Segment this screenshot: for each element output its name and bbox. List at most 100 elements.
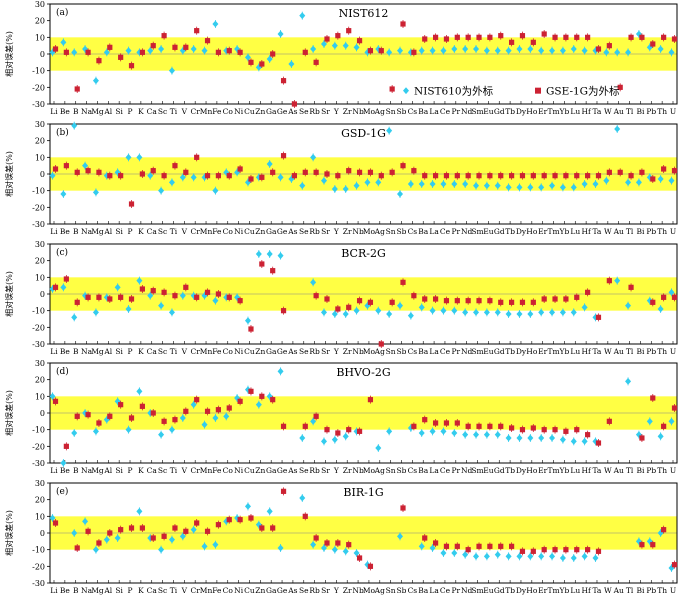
gse-point: [63, 49, 69, 55]
nist610-point: [201, 47, 208, 55]
gse-point: [443, 543, 450, 549]
y-axis-label: 相对误差(%): [4, 510, 14, 556]
gse-point: [215, 49, 221, 55]
element-label: Ni: [234, 586, 244, 595]
element-label: Ag: [374, 107, 385, 116]
nist610-point: [473, 45, 480, 53]
gse-point: [487, 173, 493, 179]
gse-point: [650, 299, 656, 305]
nist610-point: [92, 546, 99, 554]
nist610-point: [386, 427, 393, 435]
gse-point: [650, 41, 656, 47]
nist610-point: [353, 43, 360, 51]
gse-point: [280, 153, 287, 159]
element-label: Mn: [200, 466, 213, 475]
element-label: Au: [613, 466, 624, 475]
element-label: Rb: [309, 107, 320, 116]
nist610-point: [60, 38, 67, 46]
element-label: Nb: [352, 107, 364, 116]
nist610-point: [451, 180, 458, 188]
gse-point: [118, 527, 124, 533]
gse-point: [671, 36, 678, 42]
nist610-point: [103, 536, 110, 544]
gse-point: [541, 173, 547, 179]
element-label: W: [604, 227, 612, 236]
element-label: Eu: [483, 586, 493, 595]
y-axis-label: 相对误差(%): [4, 31, 14, 77]
element-label: Zn: [255, 347, 265, 356]
nist610-point: [212, 541, 219, 549]
gse-point: [52, 520, 59, 526]
nist610-point: [190, 401, 197, 409]
nist610-point: [168, 67, 175, 75]
nist610-point: [657, 432, 664, 440]
plot-frame: [49, 3, 678, 105]
element-label: Ti: [170, 466, 178, 475]
nist610-point: [342, 185, 349, 193]
gse-point: [639, 435, 645, 441]
y-tick-label: 30: [35, 0, 45, 9]
nist610-point: [168, 308, 175, 316]
element-label: Se: [299, 586, 309, 595]
gse-point: [574, 547, 580, 553]
element-label: Pr: [451, 107, 460, 116]
nist610-point: [125, 47, 132, 55]
gse-point: [574, 34, 580, 40]
gse-point: [356, 169, 363, 175]
legend-nist610-label: NIST610为外标: [414, 86, 494, 98]
gse-point: [172, 44, 178, 50]
element-label: Sr: [321, 227, 330, 236]
gse-point: [139, 49, 145, 55]
gse-point: [476, 543, 482, 549]
element-label: Sn: [386, 227, 396, 236]
nist610-point: [277, 367, 284, 375]
gse-point: [85, 168, 91, 174]
y-axis-label: 相对误差(%): [4, 151, 14, 197]
nist610-point: [527, 552, 534, 560]
element-label: Ni: [234, 227, 244, 236]
element-label: U: [670, 466, 676, 475]
gse-point: [389, 86, 395, 92]
nist610-point: [342, 42, 349, 50]
gse-point: [639, 169, 645, 175]
element-label: Th: [657, 107, 667, 116]
element-label: Nd: [461, 586, 473, 595]
gse-point: [422, 173, 428, 179]
y-tick-label: 0: [40, 50, 45, 59]
element-label: Pr: [451, 347, 460, 356]
gse-point: [118, 294, 124, 300]
element-label: Zr: [343, 466, 352, 475]
gse-point: [519, 548, 526, 554]
element-label: Li: [50, 227, 58, 236]
nist610-point: [516, 310, 523, 318]
element-label: As: [287, 347, 297, 356]
element-label: La: [429, 227, 439, 236]
gse-point: [52, 46, 59, 52]
element-label: Li: [50, 107, 58, 116]
element-label: Mn: [200, 586, 213, 595]
gse-point: [487, 423, 493, 429]
nist610-point: [462, 180, 469, 188]
element-label: P: [127, 586, 132, 595]
element-label: Sr: [321, 107, 330, 116]
element-label: Ga: [266, 586, 277, 595]
element-label: Ca: [147, 347, 158, 356]
nist610-point: [657, 45, 664, 53]
element-label: Na: [81, 347, 93, 356]
element-label: Y: [333, 347, 340, 356]
element-label: Mo: [363, 586, 376, 595]
gse-point: [378, 341, 384, 347]
element-label: Se: [299, 107, 309, 116]
element-label: Nb: [352, 347, 364, 356]
element-label: Li: [50, 466, 58, 475]
nist610-point: [179, 173, 186, 181]
gse-point: [498, 299, 504, 305]
element-label: Ni: [234, 466, 244, 475]
gse-point: [541, 427, 547, 433]
nist610-point: [397, 190, 404, 198]
element-label: Er: [538, 347, 547, 356]
nist610-point: [646, 417, 653, 425]
nist610-point: [473, 431, 480, 439]
y-tick-label: -30: [32, 220, 45, 229]
